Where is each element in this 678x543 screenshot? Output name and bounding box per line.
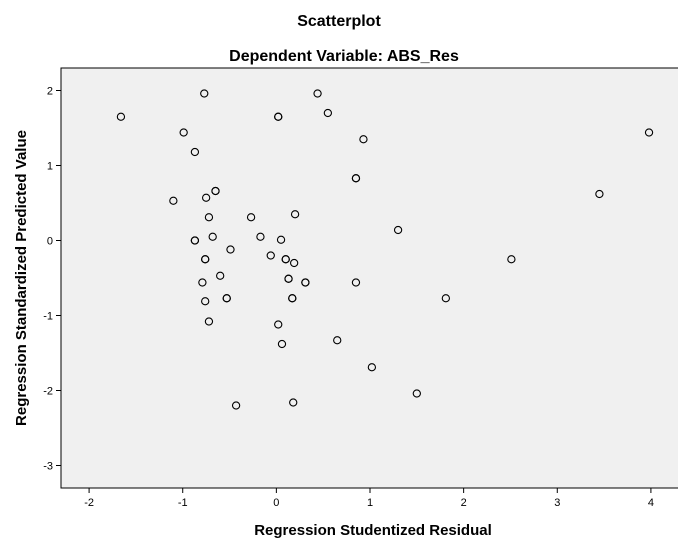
x-tick-label: 1	[367, 497, 373, 509]
data-points	[116, 89, 654, 410]
scatter-point	[201, 193, 211, 202]
scatter-point	[313, 89, 322, 98]
scatter-point	[231, 401, 241, 410]
scatter-point	[288, 294, 297, 303]
y-axis-label: Regression Standardized Predicted Value	[13, 130, 30, 426]
scatter-point	[393, 225, 403, 235]
x-tick-label: 4	[648, 497, 654, 509]
scatter-point	[412, 389, 421, 398]
x-tick-label: 2	[461, 497, 467, 509]
scatter-point	[289, 398, 298, 407]
scatter-point	[216, 271, 225, 280]
scatter-point	[595, 189, 604, 199]
y-tick-label: -2	[43, 386, 53, 398]
scatter-point	[222, 294, 231, 303]
x-tick-label: -2	[84, 497, 94, 509]
scatter-point	[276, 235, 286, 244]
scatter-point	[281, 255, 290, 264]
scatter-point	[211, 186, 220, 196]
scatter-point	[351, 278, 361, 287]
scatter-point	[301, 278, 310, 287]
scatter-point	[367, 363, 377, 372]
scatter-point	[201, 255, 210, 264]
scatter-point	[274, 112, 283, 121]
y-tick-label: -1	[43, 311, 53, 323]
scatter-point	[274, 320, 283, 329]
scatter-point	[169, 196, 178, 205]
x-tick-label: 0	[273, 497, 279, 509]
scatter-point	[323, 108, 333, 118]
scatter-point	[266, 251, 275, 260]
scatter-point	[179, 128, 188, 137]
y-tick-label: 1	[47, 161, 53, 173]
scatter-point	[226, 245, 235, 254]
y-tick-label: -3	[43, 461, 53, 473]
scatter-point	[204, 213, 214, 222]
scatter-point	[201, 297, 210, 306]
y-tick-label: 0	[47, 236, 53, 248]
scatter-point	[644, 128, 654, 137]
x-tick-label: 3	[554, 497, 560, 509]
scatter-point	[208, 232, 217, 241]
scatter-point	[256, 232, 265, 241]
scatter-point	[507, 255, 516, 264]
scatter-point	[359, 135, 368, 144]
scatter-point	[116, 112, 126, 121]
scatter-point	[290, 258, 299, 268]
scatter-point	[190, 236, 200, 245]
scatter-point	[333, 336, 342, 345]
scatter-point	[290, 210, 300, 219]
scatter-point	[277, 339, 287, 349]
scatter-point	[246, 213, 256, 222]
y-axis: -3 -2 -1 0 1 2	[43, 86, 61, 473]
chart-subtitle: Dependent Variable: ABS_Res	[229, 48, 459, 65]
scatter-point	[441, 294, 450, 303]
x-axis: -2 -1 0 1 2 3 4	[84, 488, 654, 509]
scatter-point	[284, 274, 293, 283]
scatter-point	[204, 317, 214, 326]
scatter-point	[351, 174, 361, 183]
plot-area	[60, 67, 678, 489]
x-axis-label: Regression Studentized Residual	[254, 522, 492, 539]
scatter-point	[190, 147, 200, 157]
chart-title: Scatterplot	[297, 13, 381, 30]
scatter-point	[200, 89, 209, 98]
y-tick-label: 2	[47, 86, 53, 98]
x-tick-label: -1	[178, 497, 188, 509]
scatter-point	[198, 278, 207, 287]
